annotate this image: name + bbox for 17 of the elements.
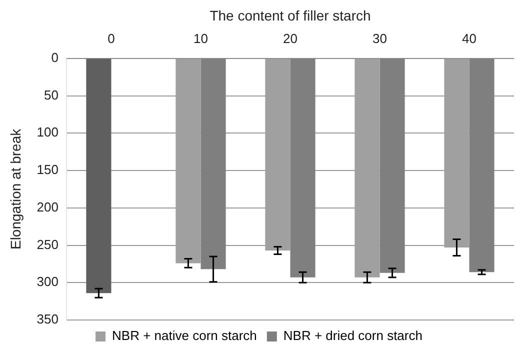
x-tick-label: 30: [372, 31, 387, 46]
legend-label: NBR + dried corn starch: [283, 328, 422, 344]
y-axis-title: Elongation at break: [7, 128, 24, 250]
y-tick-label: 200: [36, 199, 58, 214]
legend-label: NBR + native corn starch: [112, 328, 257, 344]
y-tick-label: 50: [44, 87, 58, 102]
x-tick-label: 20: [283, 31, 298, 46]
y-tick-label: 300: [36, 274, 58, 290]
x-axis-title: The content of filler starch: [210, 7, 371, 24]
x-tick-label: 40: [462, 31, 476, 46]
y-tick-label: 250: [36, 236, 58, 252]
y-tick-label: 100: [36, 124, 58, 140]
x-tick-label: 0: [108, 31, 115, 46]
y-tick-label: 0: [51, 50, 58, 65]
x-tick-label: 10: [194, 31, 208, 46]
y-tick-label: 350: [36, 312, 58, 327]
y-tick-label: 150: [36, 162, 58, 178]
